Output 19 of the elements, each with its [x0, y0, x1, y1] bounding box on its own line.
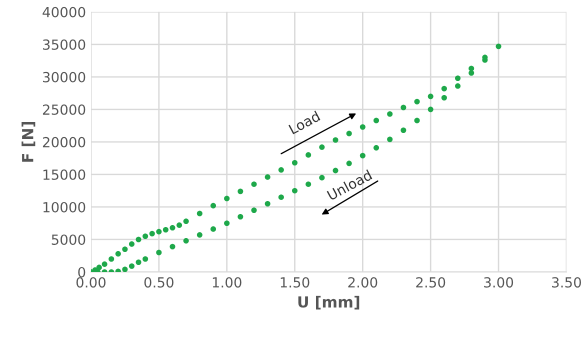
- y-tick-label: 5000: [52, 234, 86, 245]
- x-tick-label: 3.00: [484, 277, 514, 288]
- y-tick-label: 30000: [43, 72, 86, 82]
- y-tick-label: 20000: [42, 136, 86, 148]
- x-tick-label: 1.00: [212, 277, 242, 288]
- x-axis-title: U [mm]: [298, 296, 360, 310]
- x-tick-label: 1.50: [280, 277, 310, 288]
- x-tick-label: 2.00: [348, 277, 378, 288]
- y-tick-label: 40000: [42, 6, 86, 18]
- y-tick-label: 10000: [43, 202, 86, 212]
- y-axis-title: F [N]: [22, 122, 36, 162]
- x-tick-label: 2.50: [416, 277, 446, 288]
- y-tick-label: 35000: [43, 39, 86, 50]
- x-tick-label: 3.50: [552, 277, 581, 288]
- y-tick-label: 0: [78, 266, 86, 278]
- x-tick-label: 0.50: [144, 277, 174, 288]
- x-tick-label: 0.00: [76, 277, 106, 288]
- y-tick-label: 25000: [42, 104, 86, 115]
- y-tick-label: 15000: [43, 169, 86, 180]
